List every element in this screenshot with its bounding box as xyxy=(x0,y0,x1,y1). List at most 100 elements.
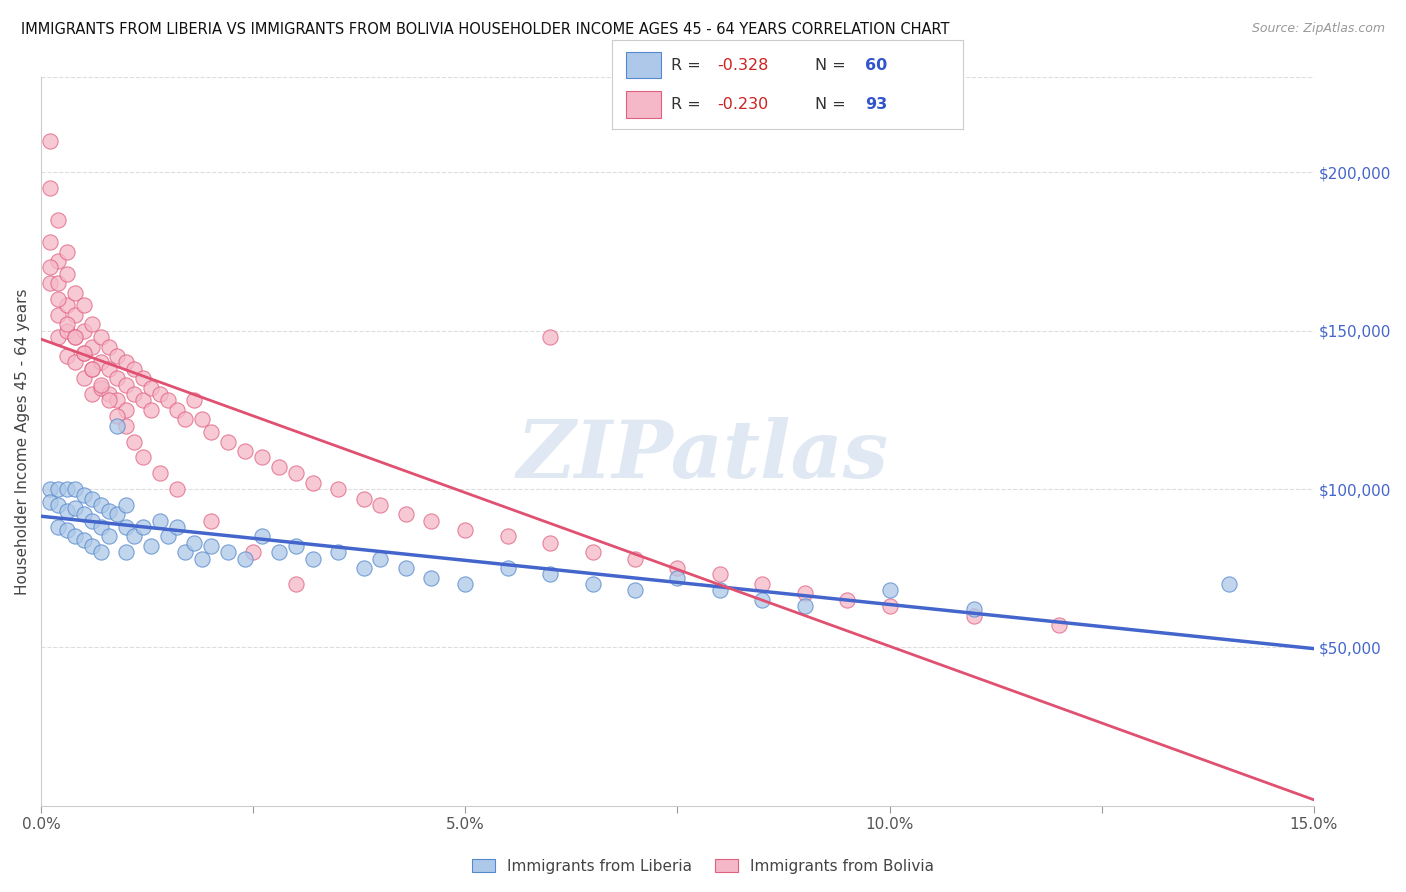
Point xyxy=(80,539,103,553)
Point xyxy=(837,592,859,607)
Point xyxy=(72,346,94,360)
Point xyxy=(284,466,307,480)
Point xyxy=(326,545,349,559)
Point xyxy=(63,501,86,516)
Point xyxy=(496,561,519,575)
Point xyxy=(879,599,901,614)
Point xyxy=(107,508,129,522)
Point xyxy=(107,349,129,363)
Point xyxy=(963,602,986,616)
Point xyxy=(174,412,197,426)
Point xyxy=(200,514,222,528)
Point xyxy=(370,551,392,566)
Point xyxy=(63,529,86,543)
Point xyxy=(709,583,731,598)
Point xyxy=(63,285,86,300)
Point xyxy=(353,561,375,575)
Point xyxy=(80,387,103,401)
Point xyxy=(72,298,94,312)
Point xyxy=(115,418,138,433)
Point xyxy=(55,523,77,537)
Point xyxy=(46,330,69,344)
Point xyxy=(107,393,129,408)
Point xyxy=(80,361,103,376)
Point xyxy=(107,409,129,424)
Point xyxy=(55,349,77,363)
Point xyxy=(63,330,86,344)
Point xyxy=(166,482,188,496)
Point xyxy=(124,387,146,401)
Point xyxy=(963,608,986,623)
Point xyxy=(89,381,111,395)
Point xyxy=(149,387,172,401)
Point xyxy=(200,425,222,439)
Point xyxy=(496,529,519,543)
Point xyxy=(454,577,477,591)
Point xyxy=(267,545,290,559)
Point xyxy=(666,571,689,585)
Point xyxy=(55,244,77,259)
Point xyxy=(63,482,86,496)
Point xyxy=(581,577,603,591)
Point xyxy=(124,529,146,543)
Point xyxy=(72,508,94,522)
Point xyxy=(132,371,155,385)
Point xyxy=(38,181,60,195)
Point xyxy=(46,520,69,534)
Point xyxy=(538,567,561,582)
Point xyxy=(751,592,773,607)
Point xyxy=(55,324,77,338)
Point xyxy=(233,551,256,566)
Point xyxy=(191,551,214,566)
Point xyxy=(191,412,214,426)
Point xyxy=(115,498,138,512)
Point xyxy=(353,491,375,506)
Point xyxy=(581,545,603,559)
Point xyxy=(38,494,60,508)
Point xyxy=(454,523,477,537)
Point xyxy=(46,213,69,227)
Point xyxy=(80,514,103,528)
Point xyxy=(89,498,111,512)
Point xyxy=(132,450,155,465)
Point xyxy=(46,482,69,496)
Point xyxy=(242,545,264,559)
Point xyxy=(217,545,239,559)
Point xyxy=(132,393,155,408)
FancyBboxPatch shape xyxy=(626,91,661,118)
Point xyxy=(80,361,103,376)
Point xyxy=(124,434,146,449)
Point xyxy=(250,529,273,543)
Point xyxy=(183,393,205,408)
Point xyxy=(55,267,77,281)
Point xyxy=(63,330,86,344)
Point xyxy=(46,277,69,291)
Point xyxy=(250,450,273,465)
Point xyxy=(55,318,77,332)
Point xyxy=(751,577,773,591)
Point xyxy=(80,318,103,332)
Text: N =: N = xyxy=(815,58,852,72)
Point xyxy=(72,488,94,502)
Point xyxy=(166,520,188,534)
Point xyxy=(183,536,205,550)
Point xyxy=(38,260,60,275)
Point xyxy=(72,324,94,338)
Point xyxy=(326,482,349,496)
Point xyxy=(98,387,121,401)
Point xyxy=(55,504,77,518)
Point xyxy=(217,434,239,449)
Legend: Immigrants from Liberia, Immigrants from Bolivia: Immigrants from Liberia, Immigrants from… xyxy=(465,853,941,880)
Point xyxy=(233,444,256,458)
Point xyxy=(55,482,77,496)
Point xyxy=(98,504,121,518)
Point xyxy=(301,475,323,490)
Point xyxy=(538,330,561,344)
Text: ZIPatlas: ZIPatlas xyxy=(517,417,889,495)
Point xyxy=(38,134,60,148)
Point xyxy=(174,545,197,559)
Point xyxy=(98,339,121,353)
Text: 60: 60 xyxy=(865,58,887,72)
Text: IMMIGRANTS FROM LIBERIA VS IMMIGRANTS FROM BOLIVIA HOUSEHOLDER INCOME AGES 45 - : IMMIGRANTS FROM LIBERIA VS IMMIGRANTS FR… xyxy=(21,22,949,37)
Point xyxy=(267,459,290,474)
